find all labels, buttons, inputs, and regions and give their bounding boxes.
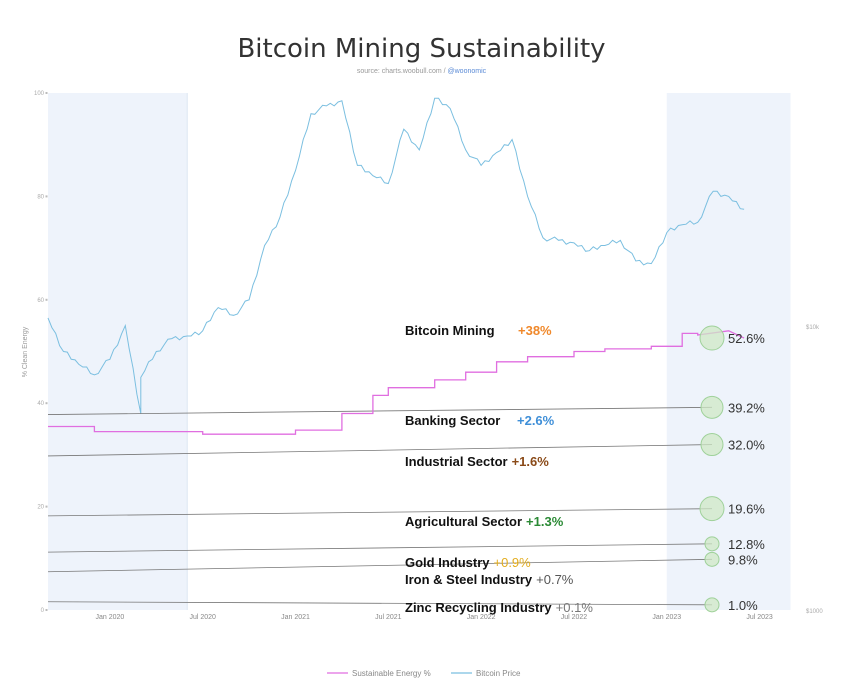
sector-value-label: 1.0% (728, 598, 758, 613)
value-bubble (700, 395, 724, 419)
x-tick-label: Jan 2022 (467, 614, 496, 621)
bitcoin-price-line (47, 97, 745, 414)
source-prefix: source: charts.woobull.com / (356, 68, 448, 75)
x-tick-label: Jan 2021 (281, 614, 310, 621)
sector-line (47, 406, 713, 415)
sector-name-label: Zinc Recycling Industry +0.1% (405, 600, 593, 615)
value-bubble (699, 496, 725, 522)
y-tick-mark (45, 195, 48, 198)
y-axis-label: % Clean Energy (22, 326, 29, 377)
sector-change: +38% (518, 323, 552, 338)
sector-name: Agricultural Sector (405, 514, 522, 529)
x-tick-label: Jul 2020 (189, 614, 216, 621)
sector-change: +1.6% (512, 454, 550, 469)
value-bubble (699, 325, 725, 351)
sector-name: Zinc Recycling Industry (405, 600, 552, 615)
legend-energy-label[interactable]: Sustainable Energy % (352, 669, 431, 678)
y-tick-mark (45, 609, 48, 611)
sector-line (47, 508, 713, 517)
sector-change: +0.1% (556, 600, 594, 615)
x-tick-label: Jul 2021 (375, 614, 402, 621)
y-tick-label: 80 (37, 194, 44, 200)
sector-value-label: 32.0% (728, 438, 765, 453)
sector-name-label: Gold Industry +0.9% (405, 555, 531, 570)
sector-name-label: Banking Sector +2.6% (405, 413, 555, 428)
source-handle[interactable]: @woonomic (447, 68, 487, 75)
sector-change: +0.9% (494, 555, 532, 570)
sector-change: +1.3% (526, 514, 564, 529)
sector-value-label: 39.2% (728, 400, 765, 415)
chart-title: Bitcoin Mining Sustainability (237, 34, 606, 64)
sector-name: Iron & Steel Industry (405, 572, 533, 587)
sector-value-label: 19.6% (728, 502, 765, 517)
sector-value-label: 52.6% (728, 331, 765, 346)
y-tick-label: 40 (37, 401, 44, 407)
value-bubble (704, 597, 720, 613)
y-tick-label: 0 (41, 608, 45, 614)
value-bubble (704, 536, 720, 552)
y-tick-mark (45, 298, 48, 301)
y-tick-mark (45, 505, 48, 508)
value-bubble (700, 433, 724, 457)
sector-change: +2.6% (517, 413, 555, 428)
x-tick-label: Jul 2023 (746, 614, 773, 621)
y2-tick-label: $10k (806, 325, 820, 331)
y-tick-mark (45, 402, 48, 405)
sector-name-label: Industrial Sector +1.6% (405, 454, 549, 469)
sector-change: +0.7% (536, 572, 574, 587)
sector-name: Banking Sector (405, 413, 500, 428)
sector-value-label: 9.8% (728, 552, 758, 567)
y2-tick-label: $1000 (806, 609, 823, 615)
shaded-range (48, 93, 188, 610)
shaded-range (666, 93, 791, 610)
sector-name-label: Iron & Steel Industry +0.7% (405, 572, 574, 587)
x-tick-label: Jan 2023 (652, 614, 681, 621)
x-tick-label: Jul 2022 (561, 614, 588, 621)
y-tick-label: 60 (37, 298, 44, 304)
sector-value-label: 12.8% (728, 537, 765, 552)
sustainable-energy-line (48, 330, 745, 435)
x-tick-label: Jan 2020 (95, 614, 124, 621)
sector-name: Bitcoin Mining (405, 323, 495, 338)
sector-name: Gold Industry (405, 555, 490, 570)
legend-price-label[interactable]: Bitcoin Price (476, 669, 521, 678)
chart-source: source: charts.woobull.com / @woonomic (0, 68, 843, 75)
sector-name: Industrial Sector (405, 454, 508, 469)
y-tick-label: 20 (37, 505, 44, 511)
sector-line (47, 558, 713, 573)
sector-line (47, 444, 713, 457)
sector-line (47, 601, 713, 606)
sector-line (47, 543, 713, 553)
y-tick-label: 100 (34, 91, 45, 97)
sector-name-label: Agricultural Sector +1.3% (405, 514, 564, 529)
y-tick-mark (45, 92, 48, 94)
sector-name-label: Bitcoin Mining +38% (405, 323, 552, 338)
value-bubble (704, 551, 720, 567)
